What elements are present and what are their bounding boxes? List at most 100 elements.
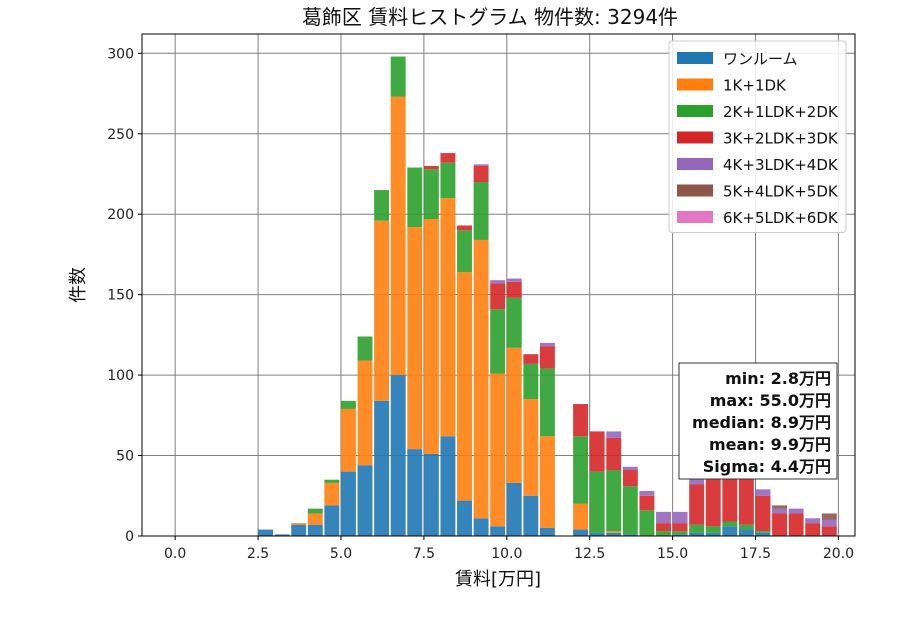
- bar-segment: [672, 523, 688, 532]
- bar-segment: [440, 162, 456, 199]
- bar-segment: [374, 190, 390, 221]
- legend-label: 6K+5LDK+6DK: [723, 209, 839, 227]
- bar-segment: [705, 526, 721, 533]
- bar-segment: [755, 532, 771, 536]
- stats-line: Sigma: 4.4万円: [703, 457, 831, 476]
- bar-segment: [821, 513, 837, 520]
- x-tick-label: 5.0: [330, 546, 352, 562]
- bar-segment: [340, 408, 356, 472]
- y-tick-label: 150: [107, 288, 134, 304]
- bar-segment: [473, 518, 489, 536]
- bar-segment: [672, 534, 688, 536]
- legend-swatch: [677, 131, 713, 144]
- x-tick-label: 2.5: [247, 546, 269, 562]
- bar-segment: [357, 465, 373, 536]
- y-tick-label: 100: [107, 368, 134, 384]
- bar-segment: [357, 360, 373, 466]
- legend-swatch: [677, 52, 713, 64]
- bar-segment: [307, 524, 323, 536]
- bar-segment: [307, 513, 323, 525]
- legend-label: 4K+3LDK+4DK: [723, 156, 839, 174]
- bar-segment: [755, 489, 771, 496]
- bar-segment: [506, 297, 522, 348]
- bar-segment: [390, 56, 406, 97]
- bar-segment: [523, 495, 539, 536]
- stats-frame: [678, 362, 838, 480]
- bar-segment: [423, 453, 439, 536]
- bar-segment: [772, 508, 788, 514]
- bar-segment: [589, 471, 605, 533]
- stats-line: min: 2.8万円: [725, 369, 831, 388]
- bar-segment: [672, 531, 688, 535]
- bar-segment: [407, 167, 423, 228]
- bar-segment: [606, 470, 622, 532]
- legend-swatch: [677, 184, 713, 197]
- bar-segment: [423, 165, 439, 170]
- bar-segment: [490, 373, 506, 527]
- bar-segment: [291, 524, 307, 536]
- bar-segment: [722, 526, 738, 536]
- bar-segment: [573, 503, 589, 530]
- bar-segment: [523, 363, 539, 400]
- bar-segment: [738, 524, 754, 530]
- legend-swatch: [677, 78, 713, 91]
- bar-segment: [656, 511, 671, 524]
- y-axis-label: 件数: [68, 267, 89, 303]
- bar-segment: [705, 478, 721, 527]
- bar-segment: [457, 500, 472, 536]
- plot-frame: [141, 33, 856, 537]
- legend-label: 1K+1DK: [723, 77, 787, 95]
- y-tick-label: 0: [125, 529, 134, 545]
- y-tick-label: 50: [116, 449, 134, 465]
- bar-segment: [340, 471, 356, 536]
- x-tick-label: 17.5: [740, 546, 771, 562]
- bar-segment: [622, 534, 638, 536]
- bar-segment: [788, 513, 804, 536]
- x-tick-label: 0.0: [164, 546, 186, 562]
- bar-segment: [589, 532, 605, 536]
- bar-segment: [821, 526, 837, 536]
- bar-segment: [506, 482, 522, 536]
- bar-segment: [357, 336, 373, 361]
- bar-segment: [622, 486, 638, 535]
- bar-segment: [473, 165, 489, 183]
- bar-segment: [689, 532, 705, 536]
- bar-segment: [639, 510, 655, 536]
- x-tick-label: 12.5: [574, 546, 605, 562]
- bar-segment: [506, 278, 522, 282]
- stats-box: min: 2.8万円 max: 55.0万円 median: 8.9万円 mean: …: [678, 362, 838, 480]
- legend-label: 3K+2LDK+3DK: [723, 130, 839, 148]
- bar-segment: [606, 532, 622, 536]
- x-tick-label: 7.5: [413, 546, 435, 562]
- stats-line: max: 55.0万円: [710, 391, 831, 410]
- x-tick-label: 10.0: [491, 546, 522, 562]
- stats-line: mean: 9.9万円: [709, 435, 831, 454]
- bar-segment: [506, 347, 522, 483]
- bar-segment: [606, 431, 622, 438]
- bar-segment: [573, 436, 589, 504]
- bar-segment: [772, 505, 788, 509]
- bar-segment: [656, 531, 671, 536]
- bar-segment: [324, 505, 340, 536]
- legend-swatch: [677, 158, 713, 170]
- bar-segment: [490, 526, 506, 536]
- bar-segment: [606, 437, 622, 471]
- legend-label: ワンルーム: [723, 50, 798, 68]
- bar-segment: [374, 400, 390, 536]
- bar-segment: [258, 529, 273, 536]
- bar-segment: [606, 531, 622, 533]
- bar-segment: [490, 309, 506, 374]
- bars-group: [258, 56, 837, 536]
- bar-segment: [506, 281, 522, 298]
- legend: ワンルーム 1K+1DK 2K+1LDK+2DK 3K+2LDK+3DK 4K+3LDK…: [668, 40, 847, 233]
- bar-segment: [539, 346, 555, 369]
- bar-segment: [656, 523, 671, 532]
- bar-segment: [407, 449, 423, 536]
- bar-segment: [672, 511, 688, 524]
- bar-segment: [457, 230, 472, 273]
- bar-segment: [291, 523, 307, 525]
- bar-segment: [324, 482, 340, 506]
- bar-segment: [324, 479, 340, 483]
- y-tick-label: 200: [107, 207, 134, 223]
